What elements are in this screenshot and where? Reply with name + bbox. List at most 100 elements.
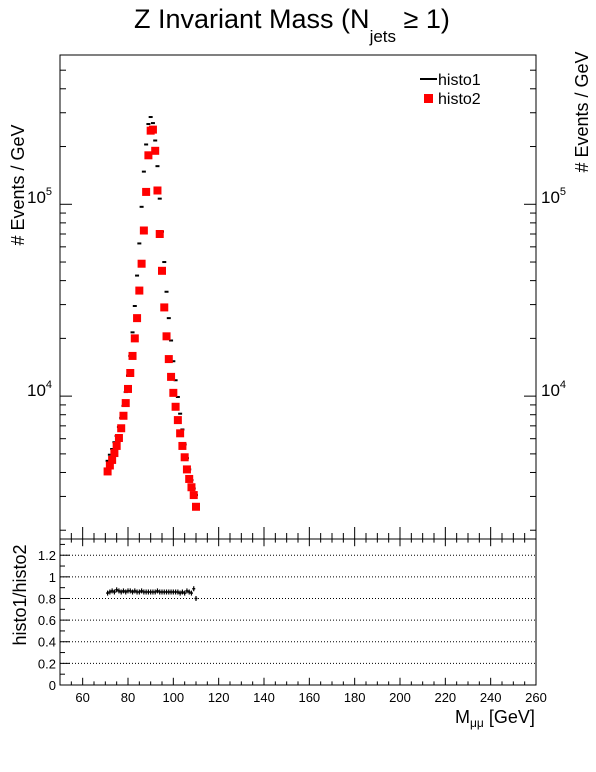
ratio-point	[133, 588, 137, 594]
ratio-point	[180, 589, 184, 595]
ratio-point	[119, 589, 123, 595]
y-tick-label-1e4-right: 104	[541, 379, 566, 400]
histo2-point	[187, 483, 196, 492]
histo2-point	[126, 368, 135, 377]
x-tick-label: 80	[121, 690, 135, 705]
histo2-point	[112, 441, 121, 450]
chart-title: Z Invariant Mass (Njets ≥ 1)	[134, 4, 450, 46]
ratio-point	[153, 589, 157, 595]
histo2-point	[182, 465, 191, 474]
histo2-point	[148, 125, 157, 134]
histo2-point	[135, 286, 144, 295]
ratio-y-tick-label: 0.4	[38, 635, 56, 650]
x-tick-label: 200	[389, 690, 411, 705]
y-axis-label-right: # Events / GeV	[572, 51, 592, 172]
histo2-point	[124, 384, 132, 393]
histo2-point	[160, 303, 169, 312]
histo2-point	[164, 355, 173, 364]
x-tick-label: 100	[162, 690, 184, 705]
ratio-y-tick-label: 0.6	[38, 613, 56, 628]
histo2-point	[178, 441, 187, 450]
histo2-point	[176, 429, 185, 438]
chart-title-tail: ≥ 1)	[396, 4, 450, 34]
histo2-point	[121, 399, 130, 408]
x-tick-label: 240	[480, 690, 502, 705]
histo2-point	[108, 455, 117, 464]
y-tick-1e4-exp: 4	[46, 379, 52, 391]
histo2-point	[144, 151, 153, 160]
y-tick-label-1e5-right: 105	[541, 186, 566, 207]
histo2-point	[153, 186, 162, 195]
ratio-point	[194, 595, 198, 601]
histo2-point	[142, 187, 151, 196]
histo2-point	[103, 467, 112, 476]
histo2-point	[133, 314, 142, 323]
y-axis-label-left: # Events / GeV	[8, 124, 28, 245]
histo2-point	[114, 433, 123, 442]
ratio-point	[106, 590, 110, 596]
ratio-point	[176, 589, 180, 595]
y-tick-1e5-exp: 5	[46, 186, 52, 198]
x-axis-ticks: 60 80 100 120 140 160 180 200 220 240 260	[59, 527, 547, 705]
ratio-point	[140, 588, 144, 594]
ratio-y-tick-label: 1.2	[38, 548, 56, 563]
legend: histo1 histo2	[412, 64, 522, 110]
x-tick-label: 160	[298, 690, 320, 705]
x-tick-label: 120	[208, 690, 230, 705]
ratio-point	[137, 589, 141, 595]
histo2-point	[167, 372, 176, 381]
legend-label-histo1: histo1	[438, 72, 481, 89]
legend-marker-histo2	[424, 94, 433, 103]
ratio-y-axis-label: histo1/histo2	[10, 544, 30, 645]
histo2-point	[137, 259, 146, 268]
ratio-point	[189, 590, 193, 596]
x-tick-label: 220	[434, 690, 456, 705]
x-axis-label-sub: μμ	[470, 716, 484, 730]
ratio-point	[183, 590, 187, 596]
histo2-point	[151, 146, 160, 155]
ratio-point	[108, 589, 112, 595]
ratio-point	[117, 588, 121, 594]
ratio-y-tick-label: 0.2	[38, 656, 56, 671]
main-y-axis-ticks	[60, 54, 536, 531]
histo2-point	[158, 266, 166, 275]
y-tick-1e5-base: 10	[27, 188, 46, 207]
x-axis-label-main: M	[455, 707, 470, 727]
y-tick-label-1e4: 104	[27, 379, 52, 400]
ratio-point	[115, 587, 119, 593]
chart-title-main: Z Invariant Mass (N	[134, 4, 370, 34]
ratio-point	[121, 588, 125, 594]
ratio-point	[124, 589, 128, 595]
histo2-point	[189, 491, 198, 500]
main-plot-frame	[59, 54, 537, 540]
histo2-point	[105, 461, 114, 470]
ratio-grid: 0 0.2 0.4 0.6 0.8 1 1.2	[38, 543, 536, 693]
ratio-point	[112, 589, 116, 595]
histo2-point	[155, 230, 164, 239]
series-histo2	[103, 125, 200, 511]
x-axis-label-tail: [GeV]	[484, 707, 535, 727]
y-tick-label-1e5: 105	[27, 186, 52, 207]
series-ratio	[106, 586, 198, 601]
ratio-y-tick-label: 0	[49, 678, 56, 693]
histo2-point	[110, 449, 119, 458]
chart-title-sub: jets	[369, 27, 396, 46]
histo2-point	[180, 453, 189, 462]
x-tick-label: 140	[253, 690, 275, 705]
ratio-point	[187, 589, 191, 595]
histo2-point	[130, 334, 139, 343]
x-axis-label: Mμμ [GeV]	[455, 707, 535, 730]
ratio-point	[192, 586, 196, 592]
ratio-point	[131, 589, 135, 595]
histo2-point	[169, 388, 178, 397]
histo2-point	[162, 332, 171, 341]
histo2-point	[128, 351, 137, 360]
histo2-point	[119, 411, 128, 420]
histo2-point	[185, 474, 194, 483]
x-tick-label: 180	[344, 690, 366, 705]
y-tick-1e5-right-base: 10	[541, 188, 560, 207]
ratio-point	[110, 588, 114, 594]
y-tick-1e5-right-exp: 5	[560, 186, 566, 198]
ratio-point	[185, 588, 189, 594]
